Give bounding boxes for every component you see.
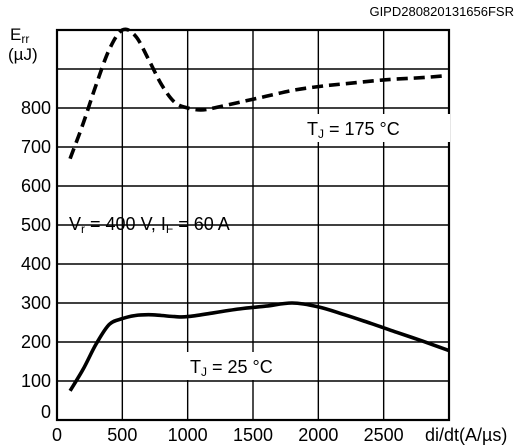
y-tick-label: 500	[21, 215, 51, 235]
x-tick-label: 0	[52, 425, 62, 445]
series-label-bg-25	[183, 352, 291, 380]
y-axis-label: Err	[10, 25, 29, 46]
y-tick-label: 300	[21, 293, 51, 313]
x-tick-label: 1000	[168, 425, 208, 445]
series-line-tj-25	[68, 301, 450, 392]
y-tick-label: 100	[21, 371, 51, 391]
plot-frame	[55, 28, 451, 422]
x-axis-label: di/dt(A/µs)	[425, 425, 507, 445]
x-tick-label: 2000	[298, 425, 338, 445]
y-tick-label: 0	[41, 402, 51, 422]
y-tick-label: 600	[21, 176, 51, 196]
y-tick-label: 200	[21, 332, 51, 352]
series-layer	[68, 27, 450, 392]
reference-code: GIPD280820131656FSR	[369, 4, 514, 19]
y-tick-label: 800	[21, 98, 51, 118]
y-tick-label: 400	[21, 254, 51, 274]
grid-lines	[57, 30, 449, 420]
condition-annotation: Vr = 400 V, IF = 60 A	[69, 214, 230, 236]
series-label-bg-175	[300, 114, 450, 142]
series-label-25: TJ = 25 °C	[190, 357, 273, 379]
x-tick-label: 2500	[364, 425, 404, 445]
x-tick-label: 500	[107, 425, 137, 445]
y-tick-label: 700	[21, 137, 51, 157]
tick-labels: 0 500 1000 1500 2000 2500 0 100 200 300 400 500 600 7…	[21, 98, 404, 445]
series-label-175: TJ = 175 °C	[307, 119, 400, 141]
y-axis-unit: (µJ)	[8, 45, 38, 64]
x-tick-label: 1500	[233, 425, 273, 445]
